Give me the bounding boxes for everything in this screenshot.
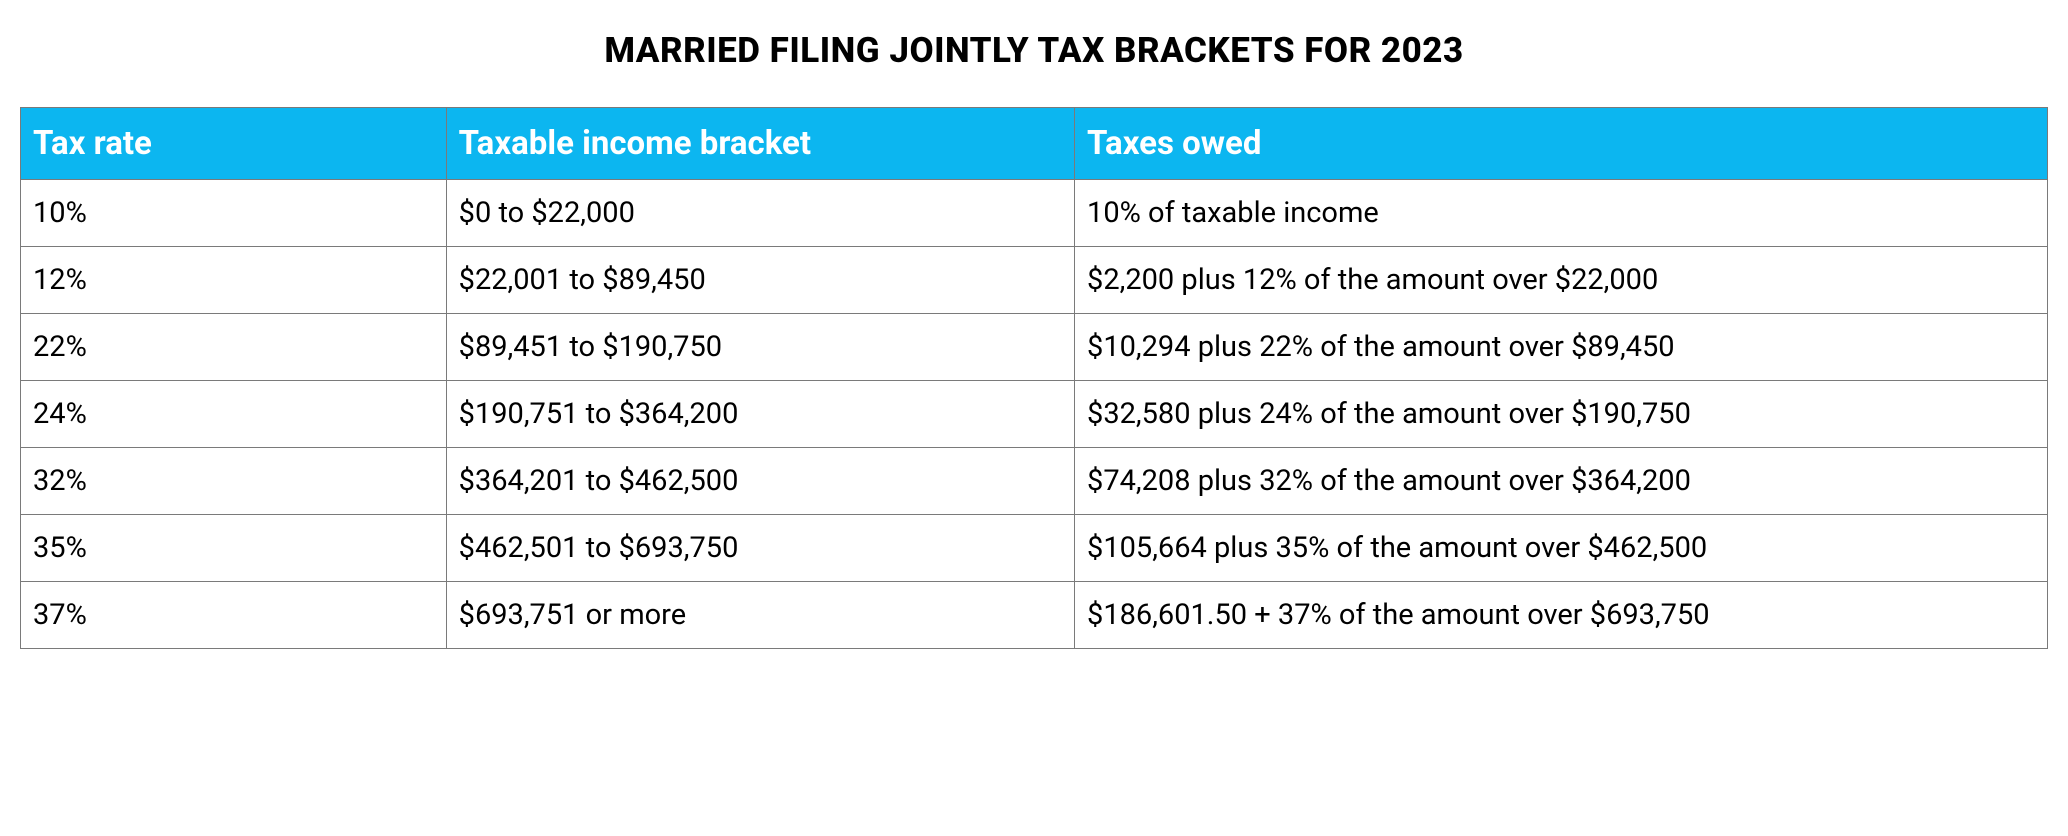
table-row: 10% $0 to $22,000 10% of taxable income	[21, 180, 2048, 247]
table-row: 35% $462,501 to $693,750 $105,664 plus 3…	[21, 515, 2048, 582]
cell-bracket: $22,001 to $89,450	[446, 247, 1074, 314]
cell-owed: 10% of taxable income	[1075, 180, 2048, 247]
cell-rate: 35%	[21, 515, 447, 582]
table-body: 10% $0 to $22,000 10% of taxable income …	[21, 180, 2048, 649]
table-header-row: Tax rate Taxable income bracket Taxes ow…	[21, 108, 2048, 180]
cell-owed: $186,601.50 + 37% of the amount over $69…	[1075, 582, 2048, 649]
table-row: 24% $190,751 to $364,200 $32,580 plus 24…	[21, 381, 2048, 448]
cell-owed: $74,208 plus 32% of the amount over $364…	[1075, 448, 2048, 515]
cell-bracket: $0 to $22,000	[446, 180, 1074, 247]
cell-rate: 22%	[21, 314, 447, 381]
cell-rate: 37%	[21, 582, 447, 649]
cell-owed: $10,294 plus 22% of the amount over $89,…	[1075, 314, 2048, 381]
table-row: 22% $89,451 to $190,750 $10,294 plus 22%…	[21, 314, 2048, 381]
page-title: MARRIED FILING JOINTLY TAX BRACKETS FOR …	[20, 30, 2048, 71]
cell-bracket: $89,451 to $190,750	[446, 314, 1074, 381]
cell-rate: 32%	[21, 448, 447, 515]
cell-bracket: $364,201 to $462,500	[446, 448, 1074, 515]
cell-bracket: $190,751 to $364,200	[446, 381, 1074, 448]
header-tax-rate: Tax rate	[21, 108, 447, 180]
table-row: 37% $693,751 or more $186,601.50 + 37% o…	[21, 582, 2048, 649]
cell-bracket: $693,751 or more	[446, 582, 1074, 649]
cell-owed: $32,580 plus 24% of the amount over $190…	[1075, 381, 2048, 448]
cell-rate: 10%	[21, 180, 447, 247]
header-taxes-owed: Taxes owed	[1075, 108, 2048, 180]
table-row: 32% $364,201 to $462,500 $74,208 plus 32…	[21, 448, 2048, 515]
cell-rate: 12%	[21, 247, 447, 314]
cell-owed: $2,200 plus 12% of the amount over $22,0…	[1075, 247, 2048, 314]
table-row: 12% $22,001 to $89,450 $2,200 plus 12% o…	[21, 247, 2048, 314]
cell-bracket: $462,501 to $693,750	[446, 515, 1074, 582]
cell-rate: 24%	[21, 381, 447, 448]
header-income-bracket: Taxable income bracket	[446, 108, 1074, 180]
cell-owed: $105,664 plus 35% of the amount over $46…	[1075, 515, 2048, 582]
tax-bracket-table: Tax rate Taxable income bracket Taxes ow…	[20, 107, 2048, 649]
